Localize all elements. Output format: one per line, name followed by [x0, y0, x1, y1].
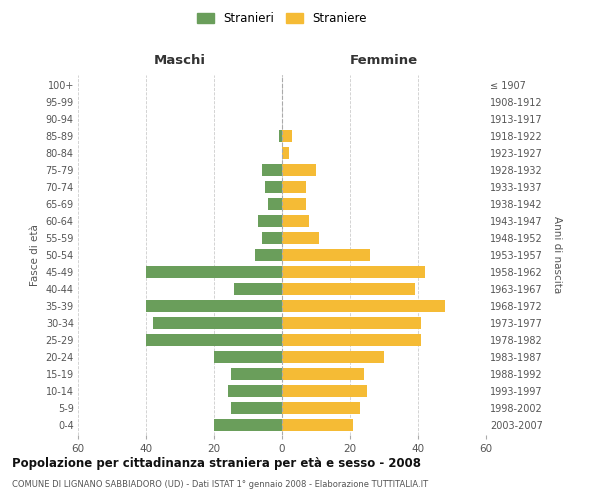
Bar [282, 402, 360, 414]
Bar [282, 317, 421, 329]
Bar [278, 130, 282, 142]
Text: Popolazione per cittadinanza straniera per età e sesso - 2008: Popolazione per cittadinanza straniera p… [12, 458, 421, 470]
Bar [258, 215, 282, 227]
Bar [282, 232, 319, 244]
Bar [153, 317, 282, 329]
Bar [282, 368, 364, 380]
Bar [282, 283, 415, 295]
Bar [214, 418, 282, 431]
Bar [282, 164, 316, 176]
Bar [282, 418, 353, 431]
Bar [282, 215, 309, 227]
Bar [231, 402, 282, 414]
Bar [282, 130, 292, 142]
Text: Femmine: Femmine [350, 54, 418, 68]
Bar [282, 266, 425, 278]
Bar [282, 384, 367, 397]
Bar [268, 198, 282, 210]
Text: COMUNE DI LIGNANO SABBIADORO (UD) - Dati ISTAT 1° gennaio 2008 - Elaborazione TU: COMUNE DI LIGNANO SABBIADORO (UD) - Dati… [12, 480, 428, 489]
Bar [231, 368, 282, 380]
Bar [282, 147, 289, 159]
Bar [282, 181, 306, 193]
Bar [262, 164, 282, 176]
Y-axis label: Anni di nascita: Anni di nascita [553, 216, 562, 294]
Bar [282, 300, 445, 312]
Bar [146, 266, 282, 278]
Bar [227, 384, 282, 397]
Bar [265, 181, 282, 193]
Bar [282, 249, 370, 261]
Bar [282, 334, 421, 346]
Bar [214, 351, 282, 363]
Bar [255, 249, 282, 261]
Bar [146, 300, 282, 312]
Y-axis label: Fasce di età: Fasce di età [30, 224, 40, 286]
Text: Maschi: Maschi [154, 54, 206, 68]
Bar [262, 232, 282, 244]
Bar [282, 198, 306, 210]
Bar [282, 351, 384, 363]
Legend: Stranieri, Straniere: Stranieri, Straniere [194, 8, 370, 28]
Bar [146, 334, 282, 346]
Bar [235, 283, 282, 295]
